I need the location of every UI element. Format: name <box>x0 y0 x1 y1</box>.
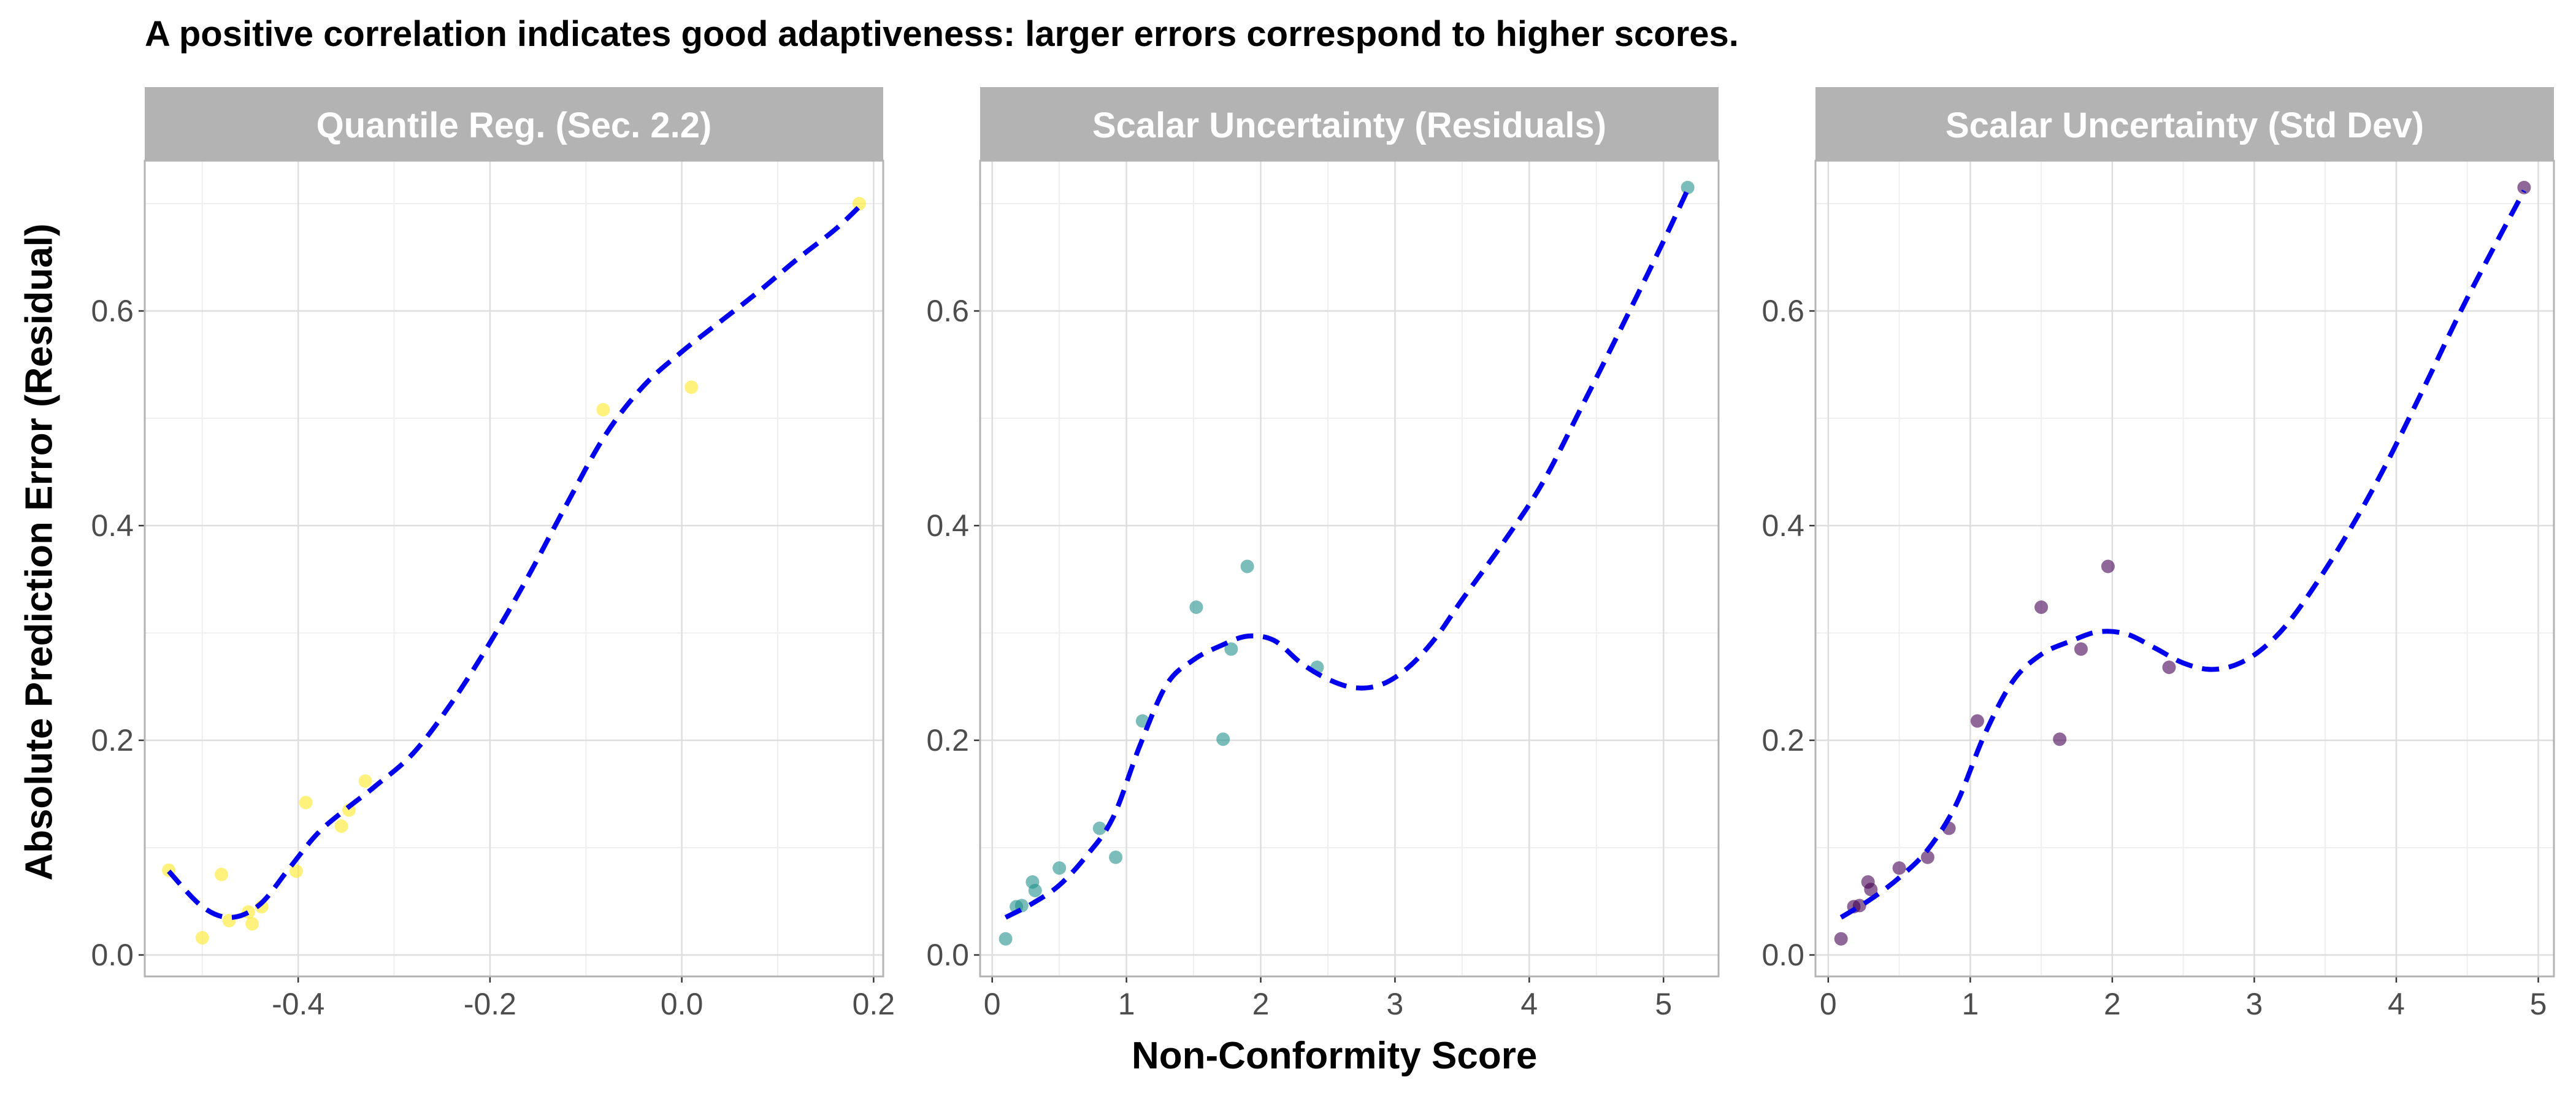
y-tick-label: 0.0 <box>91 938 134 972</box>
data-point <box>2074 642 2088 656</box>
data-point <box>1052 861 1066 875</box>
data-point <box>1189 600 1203 614</box>
data-point <box>999 932 1013 946</box>
x-tick-label: -0.2 <box>464 987 516 1021</box>
y-tick-label: 0.2 <box>926 723 969 757</box>
data-point <box>596 403 610 416</box>
x-tick-label: 5 <box>1655 987 1672 1021</box>
data-point <box>684 380 698 394</box>
data-point <box>1241 560 1254 573</box>
x-tick-label: 2 <box>1252 987 1270 1021</box>
x-tick-label: 4 <box>1520 987 1538 1021</box>
facet-strip-label: Scalar Uncertainty (Std Dev) <box>1945 105 2424 145</box>
data-point <box>1216 732 1230 746</box>
y-tick-label: 0.4 <box>91 508 134 543</box>
data-point <box>245 917 259 930</box>
y-tick-label: 0.6 <box>926 294 969 328</box>
data-point <box>2034 600 2048 614</box>
data-point <box>1893 861 1906 875</box>
panel-border <box>980 161 1719 976</box>
x-tick-label: 0 <box>1820 987 1837 1021</box>
x-tick-label: 2 <box>2104 987 2121 1021</box>
y-tick-label: 0.0 <box>926 938 969 972</box>
data-point <box>335 819 348 833</box>
data-point <box>2163 661 2176 674</box>
data-point <box>215 868 228 881</box>
y-tick-label: 0.6 <box>91 294 134 328</box>
y-tick-label: 0.4 <box>926 508 969 543</box>
x-tick-label: 0.0 <box>661 987 703 1021</box>
data-point <box>2101 560 2115 573</box>
x-tick-label: 1 <box>1118 987 1135 1021</box>
y-tick-label: 0.2 <box>1761 723 1804 757</box>
data-point <box>1834 932 1848 946</box>
data-point <box>359 775 372 788</box>
y-tick-label: 0.0 <box>1761 938 1804 972</box>
x-tick-label: 3 <box>2246 987 2263 1021</box>
data-point <box>289 865 303 878</box>
y-tick-label: 0.4 <box>1761 508 1804 543</box>
facet-strip-label: Quantile Reg. (Sec. 2.2) <box>316 105 712 145</box>
y-tick-label: 0.6 <box>1761 294 1804 328</box>
x-tick-label: 1 <box>1961 987 1979 1021</box>
x-tick-label: 3 <box>1387 987 1404 1021</box>
x-tick-label: 0.2 <box>853 987 895 1021</box>
x-tick-label: -0.4 <box>272 987 324 1021</box>
data-point <box>1029 884 1042 897</box>
x-tick-label: 0 <box>984 987 1001 1021</box>
smooth-fit-line <box>1006 190 1688 918</box>
data-point <box>1093 822 1106 835</box>
x-tick-label: 4 <box>2388 987 2405 1021</box>
facet-strip-label: Scalar Uncertainty (Residuals) <box>1092 105 1606 145</box>
data-point <box>1681 181 1695 194</box>
data-point <box>1971 715 1984 728</box>
x-tick-label: 5 <box>2530 987 2547 1021</box>
data-point <box>1109 851 1122 864</box>
y-tick-label: 0.2 <box>91 723 134 757</box>
data-point <box>2053 732 2066 746</box>
data-point <box>196 931 209 945</box>
smooth-fit-line <box>169 207 859 918</box>
data-point <box>299 796 313 810</box>
smooth-fit-line <box>1841 191 2524 918</box>
